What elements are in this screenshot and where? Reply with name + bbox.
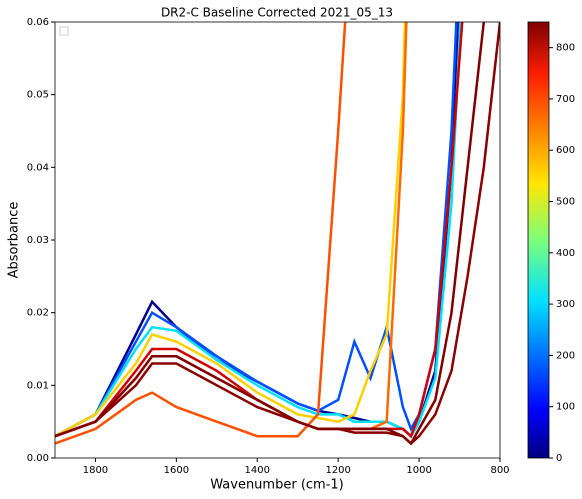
colorbar-tick-label: 400 [556, 248, 575, 259]
y-axis-title: Absorbance [7, 202, 22, 279]
x-tick-label: 800 [490, 465, 509, 476]
chart-title: DR2-C Baseline Corrected 2021_05_13 [161, 6, 393, 20]
y-tick-label: 0.03 [27, 235, 49, 246]
colorbar [527, 21, 550, 459]
plot-lines [55, 22, 500, 446]
colorbar-tick-label: 800 [556, 43, 575, 54]
x-tick-label: 1200 [325, 465, 350, 476]
spectrum-line [55, 22, 500, 446]
spectrum-line [55, 22, 347, 445]
colorbar-tick-label: 0 [556, 453, 562, 464]
spectrum-line [55, 22, 486, 446]
spectrum-line [55, 22, 458, 438]
colorbar-tick-label: 300 [556, 299, 575, 310]
x-tick-label: 1800 [83, 465, 108, 476]
x-tick-label: 1400 [245, 465, 270, 476]
y-tick-label: 0.00 [27, 453, 49, 464]
y-tick-label: 0.01 [27, 380, 49, 391]
y-tick-label: 0.05 [27, 90, 49, 101]
colorbar-tick-label: 700 [556, 94, 575, 105]
x-tick-label: 1000 [406, 465, 431, 476]
spectrum-line [55, 22, 462, 439]
y-tick-label: 0.06 [27, 17, 49, 28]
colorbar-tick-label: 600 [556, 145, 575, 156]
spectrum-line [55, 22, 407, 438]
colorbar-tick-label: 100 [556, 402, 575, 413]
y-tick-label: 0.02 [27, 308, 49, 319]
y-tick-label: 0.04 [27, 162, 49, 173]
x-tick-label: 1600 [164, 465, 189, 476]
x-axis-title: Wavenumber (cm-1) [210, 478, 343, 493]
legend-box [59, 26, 69, 36]
colorbar-tick-label: 200 [556, 350, 575, 361]
colorbar-tick-label: 500 [556, 197, 575, 208]
